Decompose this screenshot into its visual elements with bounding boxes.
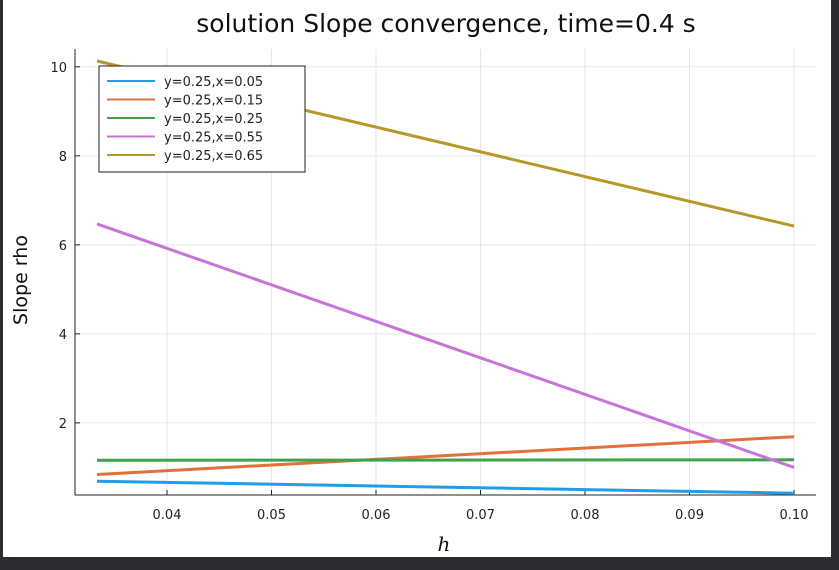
y-tick-label: 8: [59, 150, 67, 165]
series-line-3: [96, 458, 795, 462]
legend-label-2: y=0.25,x=0.15: [164, 94, 263, 109]
legend-label-5: y=0.25,x=0.65: [164, 149, 263, 164]
y-axis-label: Slope rho: [10, 235, 32, 325]
legend-label-3: y=0.25,x=0.25: [164, 112, 263, 127]
axes: [74, 49, 816, 496]
series-line-1: [96, 479, 795, 495]
x-tick-label: 0.04: [153, 508, 182, 523]
chart-canvas: solution Slope convergence, time=0.4 s 0…: [3, 0, 831, 557]
x-tick-labels: 0.04 0.05 0.06 0.07 0.08 0.09 0.10: [153, 508, 809, 523]
x-tick-label: 0.07: [466, 508, 495, 523]
line-chart: solution Slope convergence, time=0.4 s 0…: [10, 9, 816, 556]
legend: y=0.25,x=0.05 y=0.25,x=0.15 y=0.25,x=0.25 y…: [98, 65, 306, 173]
legend-label-4: y=0.25,x=0.55: [164, 131, 263, 146]
y-tick-label: 6: [59, 239, 67, 254]
series-line-2: [96, 435, 795, 476]
y-tick-labels: 2 4 6 8 10: [50, 61, 67, 432]
legend-label-1: y=0.25,x=0.05: [164, 75, 263, 90]
x-axis-label: h: [438, 532, 451, 556]
y-tick-label: 4: [59, 328, 67, 343]
x-tick-label: 0.05: [257, 508, 286, 523]
x-tick-label: 0.08: [571, 508, 600, 523]
chart-title: solution Slope convergence, time=0.4 s: [196, 9, 695, 38]
y-tick-label: 10: [50, 61, 67, 76]
y-tick-label: 2: [59, 417, 67, 432]
x-tick-label: 0.09: [675, 508, 704, 523]
x-tick-label: 0.10: [780, 508, 809, 523]
series-line-4: [96, 222, 795, 469]
x-tick-label: 0.06: [362, 508, 391, 523]
